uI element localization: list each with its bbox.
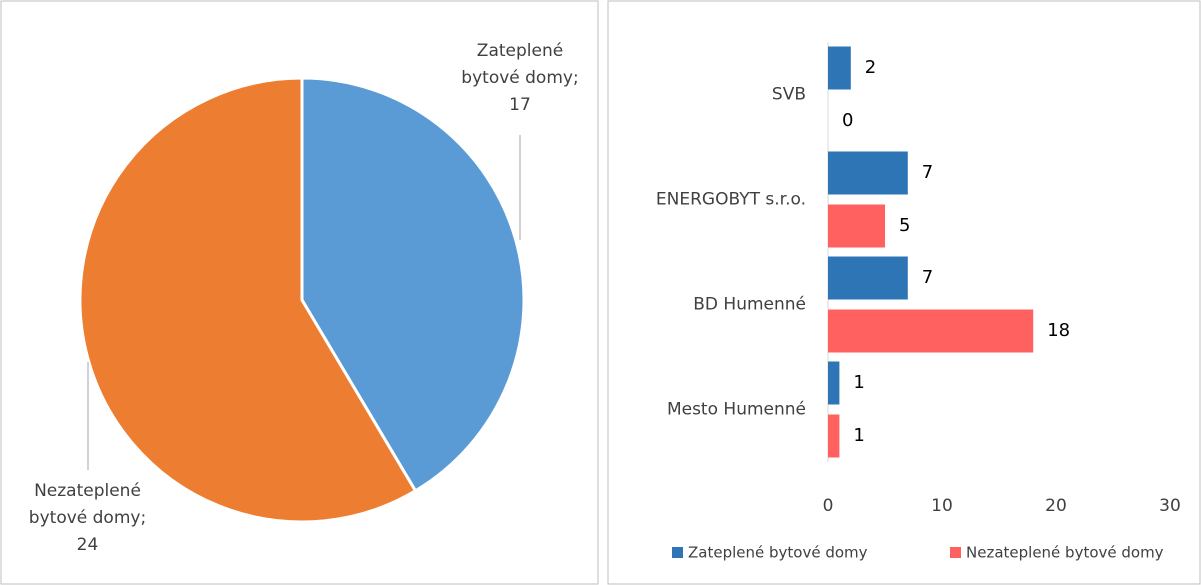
y-tick-label: SVB: [772, 85, 806, 105]
pie: [78, 76, 526, 524]
y-tick-label: BD Humenné: [693, 295, 806, 315]
bar: [828, 46, 851, 90]
data-label: 7: [922, 162, 933, 183]
panel-border: [607, 0, 1201, 585]
data-label: 2: [865, 57, 876, 78]
y-tick-label: Mesto Humenné: [667, 400, 806, 420]
data-label: 0: [842, 110, 853, 131]
x-tick-label: 10: [931, 496, 953, 516]
bar: [828, 361, 840, 405]
legend-label: Nezateplené bytové domy: [966, 544, 1164, 562]
data-label: 7: [922, 267, 933, 288]
pie-label: Nezateplené bytové domy; 24: [28, 481, 147, 555]
bar: [828, 204, 885, 248]
legend-label: Zateplené bytové domy: [688, 544, 868, 562]
x-tick-label: 30: [1159, 496, 1181, 516]
bar: [828, 414, 840, 458]
data-label: 1: [853, 372, 864, 393]
pie-label: Zateplené bytové domy; 17: [461, 41, 579, 115]
panel-border: [0, 0, 599, 585]
data-label: 1: [853, 425, 864, 446]
y-tick-label: ENERGOBYT s.r.o.: [656, 190, 806, 210]
x-tick-label: 20: [1045, 496, 1067, 516]
bar: [828, 151, 908, 195]
legend-swatch: [950, 547, 961, 558]
x-tick-label: 0: [823, 496, 834, 516]
data-label: 18: [1047, 320, 1070, 341]
bar: [828, 256, 908, 300]
pie-slice: [300, 76, 526, 493]
bar: [828, 309, 1034, 353]
pie-slice: [78, 76, 418, 524]
legend-swatch: [672, 547, 683, 558]
data-label: 5: [899, 215, 910, 236]
